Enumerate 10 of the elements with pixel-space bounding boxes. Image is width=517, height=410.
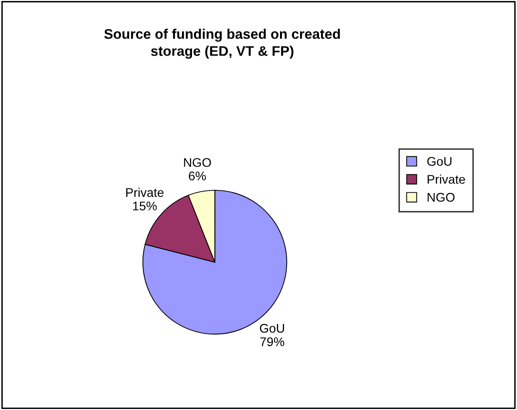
data-label: 6%	[188, 172, 206, 180]
legend-label: Private	[428, 174, 466, 184]
data-label: 15%	[133, 202, 157, 210]
legend-label: NGO	[428, 192, 455, 202]
legend-label: GoU	[427, 156, 452, 166]
slice-label: Private	[126, 188, 164, 197]
data-label: 79%	[260, 337, 284, 346]
slice-label: NGO	[184, 158, 211, 167]
slice-label: GoU	[260, 324, 284, 333]
chart-title: Source of funding based on created storage (ED, VT & FP)	[104, 28, 340, 59]
